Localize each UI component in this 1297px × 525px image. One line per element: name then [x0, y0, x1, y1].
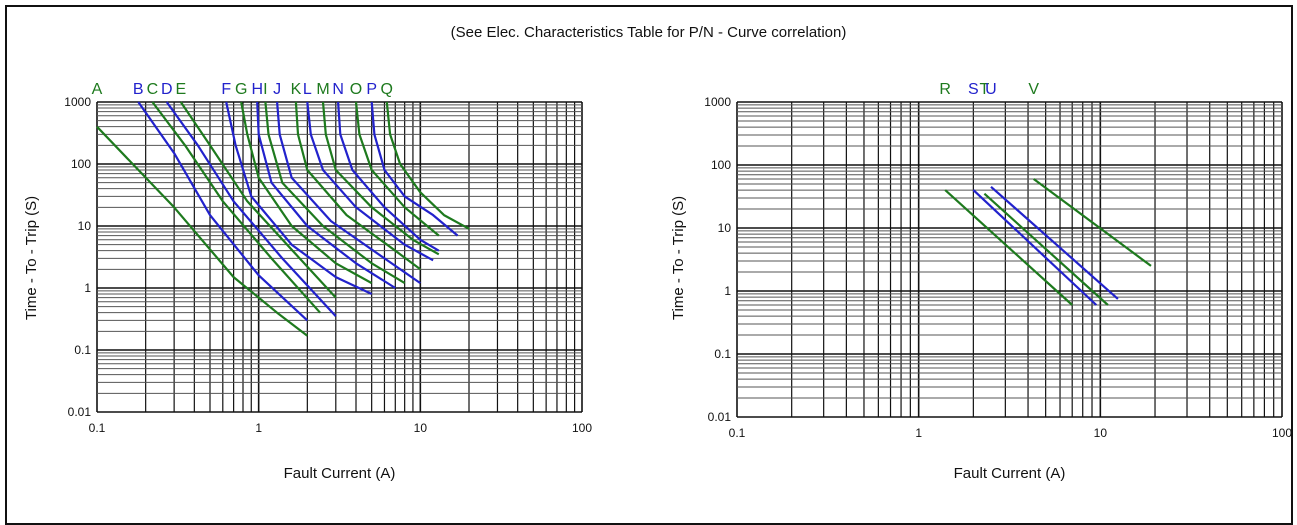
right-y-tick-label: 10: [718, 221, 732, 235]
left-series-e-line: [179, 101, 337, 299]
right-series-u-line: [990, 185, 1119, 300]
left-series-p-line: [370, 101, 459, 237]
right-x-tick-label: 1: [915, 426, 922, 440]
left-series-a-label: A: [92, 81, 103, 98]
left-series-o-line: [354, 101, 440, 237]
right-series-v-line: [1033, 178, 1152, 267]
right-y-tick-label: 1: [724, 284, 731, 298]
right-y-axis-label: Time - To - Trip (S): [670, 196, 687, 320]
right-x-tick-label: 10: [1094, 426, 1108, 440]
left-x-axis-label: Fault Current (A): [284, 465, 396, 482]
left-series-m-label: M: [316, 81, 329, 98]
right-series-r-line: [944, 189, 1073, 306]
left-x-tick-label: 100: [572, 421, 592, 435]
left-y-tick-label: 100: [71, 157, 91, 171]
left-series-q-label: Q: [381, 81, 393, 98]
left-series-i-label: I: [263, 81, 267, 98]
left-y-tick-label: 1: [84, 281, 91, 295]
left-series-a-line: [96, 125, 308, 337]
right-grid: [736, 101, 1283, 418]
left-series-m-line: [321, 101, 440, 256]
left-x-tick-label: 1: [255, 421, 262, 435]
left-series-e-label: E: [175, 81, 186, 98]
right-series-s-label: S: [968, 81, 979, 98]
left-series-p-label: P: [366, 81, 377, 98]
left-x-tick-label: 10: [414, 421, 428, 435]
left-series-l-line: [306, 101, 434, 262]
left-series-b-line: [137, 101, 309, 322]
left-y-tick-label: 10: [78, 219, 92, 233]
right-x-tick-label: 100: [1272, 426, 1292, 440]
left-y-tick-label: 0.01: [68, 405, 92, 419]
left-y-tick-label: 0.1: [74, 343, 91, 357]
left-series-c-line: [151, 101, 321, 314]
left-series-f-line: [225, 101, 373, 295]
left-series-k-label: K: [291, 81, 302, 98]
left-series-b-label: B: [133, 81, 144, 98]
left-y-tick-label: 1000: [64, 95, 91, 109]
left-series-h-line: [256, 101, 396, 289]
right-series-v-label: V: [1028, 81, 1039, 98]
right-series-t-label: T: [979, 81, 989, 98]
figure-caption: (See Elec. Characteristics Table for P/N…: [450, 24, 847, 41]
right-series-r-label: R: [939, 81, 951, 98]
left-series-c-label: C: [147, 81, 159, 98]
right-x-tick-label: 0.1: [729, 426, 746, 440]
left-series-o-label: O: [350, 81, 362, 98]
right-x-axis-label: Fault Current (A): [954, 465, 1066, 482]
left-series-g-label: G: [235, 81, 247, 98]
right-series-u-label: U: [985, 81, 997, 98]
right-chart: 0.1 1 10 100 0.01 0.1 1 10 100 1000 Fault Current …: [670, 81, 1292, 482]
left-series-j-label: J: [273, 81, 281, 98]
left-series-i-line: [264, 101, 406, 285]
left-series-k-line: [294, 101, 421, 271]
left-x-tick-label: 0.1: [89, 421, 106, 435]
left-series-h-label: H: [251, 81, 263, 98]
left-series-d-line: [165, 101, 337, 318]
left-series-q-line: [385, 101, 470, 230]
right-series-s-line: [972, 189, 1098, 306]
right-y-tick-label: 0.1: [714, 347, 731, 361]
left-series-d-label: D: [161, 81, 173, 98]
left-series-n-label: N: [332, 81, 344, 98]
left-y-axis-label: Time - To - Trip (S): [23, 196, 40, 320]
right-y-tick-label: 0.01: [708, 410, 732, 424]
right-y-tick-label: 1000: [704, 95, 731, 109]
right-series-t-line: [983, 192, 1109, 306]
left-series-f-label: F: [221, 81, 231, 98]
left-series-l-label: L: [303, 81, 312, 98]
right-y-tick-label: 100: [711, 158, 731, 172]
left-chart: 0.1 1 10 100 0.01 0.1 1 10 100 1000 Fault Current …: [23, 81, 592, 482]
left-series-n-line: [337, 101, 440, 252]
left-series-j-line: [276, 101, 421, 285]
left-series-g-line: [240, 101, 373, 285]
